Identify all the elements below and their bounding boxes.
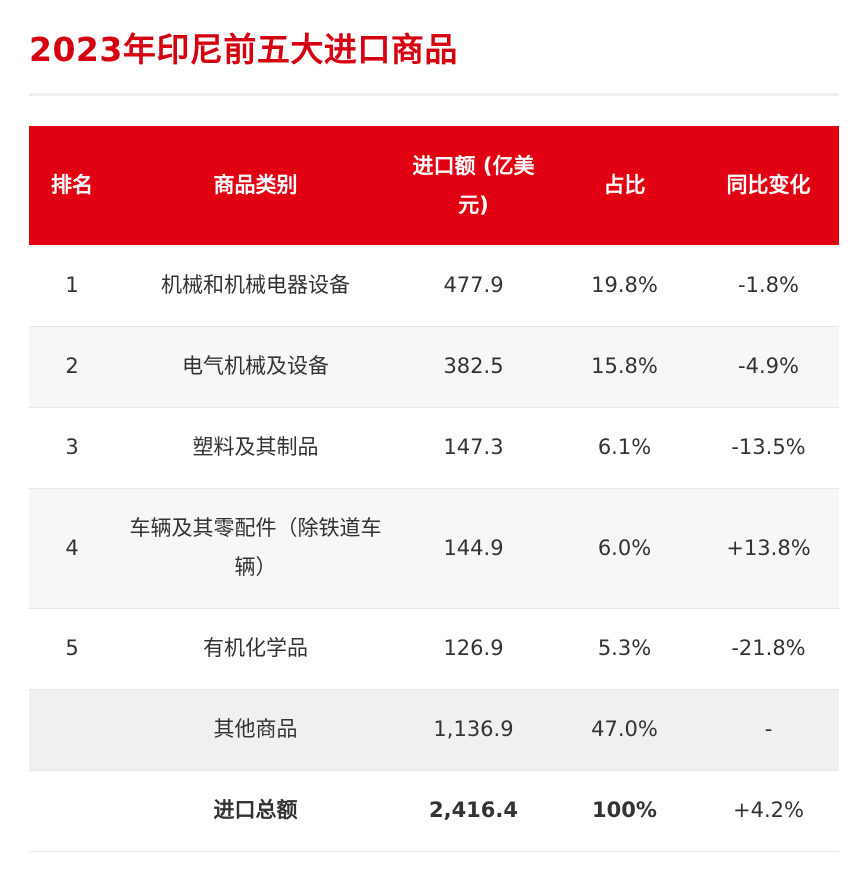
table-row: 4 车辆及其零配件（除铁道车辆） 144.9 6.0% +13.8%	[29, 488, 839, 609]
table-row: 3 塑料及其制品 147.3 6.1% -13.5%	[29, 407, 839, 489]
share-cell: 5.3%	[551, 608, 698, 690]
change-cell: -1.8%	[698, 245, 839, 327]
change-cell: +13.8%	[698, 488, 839, 609]
share-cell: 47.0%	[551, 689, 698, 771]
page-title: 2023年印尼前五大进口商品	[29, 30, 458, 69]
value-cell: 2,416.4	[396, 770, 551, 852]
rank-cell: 5	[29, 608, 115, 690]
value-cell: 477.9	[396, 245, 551, 327]
header-rank: 排名	[29, 126, 115, 245]
value-cell: 1,136.9	[396, 689, 551, 771]
header-share: 占比	[551, 126, 698, 245]
change-cell: -	[698, 689, 839, 771]
category-cell: 塑料及其制品	[115, 407, 396, 489]
change-cell: -4.9%	[698, 326, 839, 408]
table-row: 1 机械和机械电器设备 477.9 19.8% -1.8%	[29, 245, 839, 327]
category-cell: 进口总额	[115, 770, 396, 852]
share-cell: 19.8%	[551, 245, 698, 327]
change-cell: -13.5%	[698, 407, 839, 489]
share-cell: 100%	[551, 770, 698, 852]
change-cell: +4.2%	[698, 770, 839, 852]
table-row: 2 电气机械及设备 382.5 15.8% -4.9%	[29, 326, 839, 408]
category-cell: 机械和机械电器设备	[115, 245, 396, 327]
category-cell: 其他商品	[115, 689, 396, 771]
table-row: 5 有机化学品 126.9 5.3% -21.8%	[29, 608, 839, 690]
rank-cell: 2	[29, 326, 115, 408]
category-cell: 有机化学品	[115, 608, 396, 690]
share-cell: 6.0%	[551, 488, 698, 609]
change-cell: -21.8%	[698, 608, 839, 690]
share-cell: 6.1%	[551, 407, 698, 489]
category-cell: 电气机械及设备	[115, 326, 396, 408]
import-table: 排名 商品类别 进口额 (亿美元) 占比 同比变化 1 机械和机械电器设备 47…	[29, 126, 839, 852]
value-cell: 126.9	[396, 608, 551, 690]
header-change: 同比变化	[698, 126, 839, 245]
table-header-row: 排名 商品类别 进口额 (亿美元) 占比 同比变化	[29, 126, 839, 245]
rank-cell: 3	[29, 407, 115, 489]
header-category: 商品类别	[115, 126, 396, 245]
title-divider	[29, 93, 839, 96]
value-cell: 144.9	[396, 488, 551, 609]
rank-cell-empty	[29, 689, 115, 771]
category-cell: 车辆及其零配件（除铁道车辆）	[115, 488, 396, 609]
value-cell: 147.3	[396, 407, 551, 489]
rank-cell: 4	[29, 488, 115, 609]
share-cell: 15.8%	[551, 326, 698, 408]
other-goods-row: 其他商品 1,136.9 47.0% -	[29, 689, 839, 771]
value-cell: 382.5	[396, 326, 551, 408]
header-value: 进口额 (亿美元)	[396, 126, 551, 245]
total-row: 进口总额 2,416.4 100% +4.2%	[29, 770, 839, 852]
rank-cell-empty	[29, 770, 115, 852]
rank-cell: 1	[29, 245, 115, 327]
